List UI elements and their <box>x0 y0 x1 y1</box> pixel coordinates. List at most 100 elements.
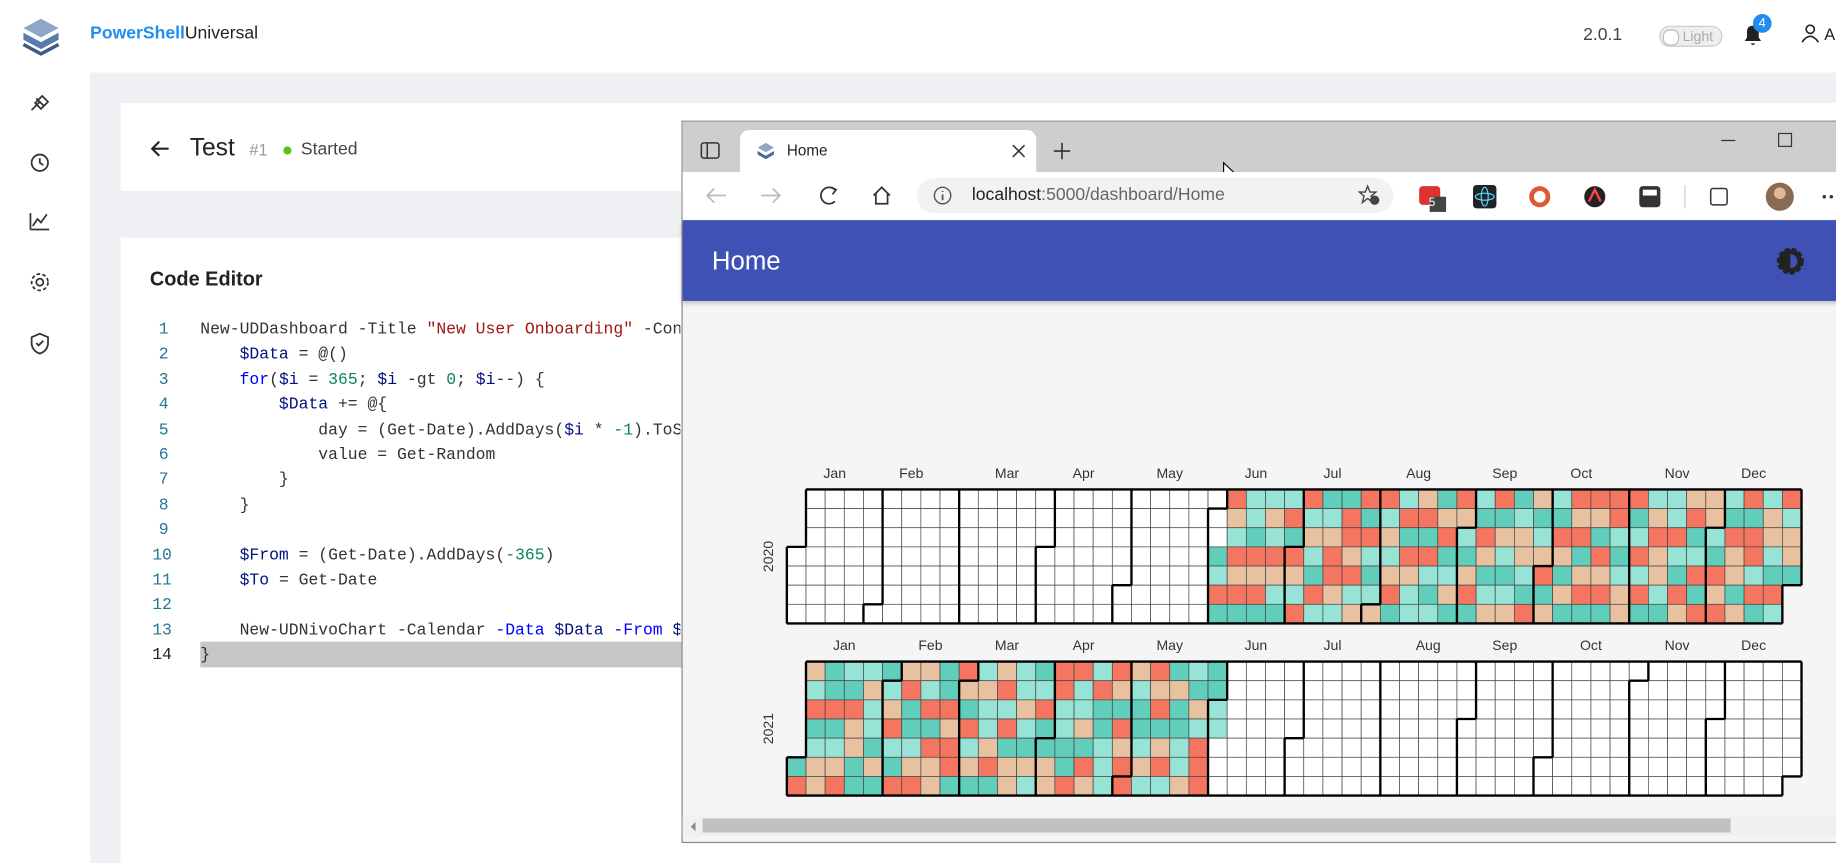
day-cell <box>1092 527 1113 548</box>
day-cell <box>1303 680 1324 701</box>
day-cell <box>1207 718 1228 739</box>
day-cell <box>1686 527 1707 548</box>
day-cell <box>1743 565 1764 586</box>
day-cell <box>1016 546 1037 567</box>
day-cell <box>1245 718 1266 739</box>
day-cell <box>1456 584 1477 605</box>
day-cell <box>1035 680 1056 701</box>
day-cell <box>1188 737 1209 758</box>
day-cell <box>1054 584 1075 605</box>
day-cell <box>1456 680 1477 701</box>
day-cell <box>1188 718 1209 739</box>
day-cell <box>1360 680 1381 701</box>
day-cell <box>1456 776 1477 796</box>
active-tab[interactable] <box>740 129 1037 173</box>
sidebar-icons[interactable] <box>26 89 56 370</box>
day-cell <box>939 756 960 777</box>
brand[interactable]: PowerShellUniversal <box>90 23 258 43</box>
day-cell <box>1724 661 1745 682</box>
day-cell <box>1322 718 1343 739</box>
site-info[interactable] <box>932 185 953 206</box>
window-controls[interactable] <box>1719 131 1801 150</box>
day-cell <box>1092 508 1113 529</box>
day-cell <box>1533 756 1553 777</box>
day-cell <box>1379 489 1400 509</box>
day-cell <box>824 756 845 777</box>
day-cell <box>977 584 998 605</box>
day-cell <box>1475 718 1496 739</box>
day-cell <box>1322 508 1343 529</box>
day-cell <box>1724 680 1745 701</box>
month-label: Mar <box>995 465 1020 481</box>
day-cell <box>1188 776 1209 796</box>
day-cell <box>1035 737 1056 758</box>
day-cell <box>1245 565 1266 586</box>
day-cell <box>1131 737 1151 758</box>
day-cell <box>1207 584 1228 605</box>
favorite-button[interactable] <box>1357 184 1383 207</box>
code-line: } <box>200 646 211 666</box>
day-cell <box>863 565 883 586</box>
day-cell <box>1475 584 1496 605</box>
user-icon[interactable] <box>1801 23 1820 44</box>
user-name[interactable]: A <box>1824 24 1836 44</box>
day-cell <box>1743 527 1764 548</box>
day-cell <box>1284 546 1305 567</box>
day-cell <box>1322 737 1343 758</box>
day-cell <box>1399 489 1419 509</box>
scroll-left[interactable] <box>687 820 699 834</box>
day-cell <box>1322 661 1343 682</box>
day-cell <box>1073 565 1094 586</box>
day-cell <box>958 546 979 567</box>
day-cell <box>1169 756 1190 777</box>
calendar-chart: Jan Feb Mar Apr May Jun Jul Aug Sep Oct Nov Dec 2020… <box>760 465 1803 797</box>
day-cell <box>1571 603 1592 624</box>
day-cell <box>1456 527 1477 548</box>
extensions[interactable] <box>1414 180 1836 215</box>
day-cell <box>1341 508 1362 529</box>
tab-favicon <box>757 142 774 160</box>
day-cell <box>1648 718 1668 739</box>
day-cell <box>805 661 826 682</box>
new-tab[interactable] <box>1053 142 1072 161</box>
day-cell <box>1705 508 1726 529</box>
day-cell <box>1399 584 1419 605</box>
day-cell <box>1590 776 1611 796</box>
theme-button[interactable] <box>1775 246 1805 276</box>
day-cell <box>1513 603 1534 624</box>
day-cell <box>1494 661 1515 682</box>
day-cell <box>997 680 1017 701</box>
day-cell <box>1092 737 1113 758</box>
day-cell <box>1437 489 1458 509</box>
scrollbar-thumb[interactable] <box>702 818 1731 833</box>
day-cell <box>1379 737 1400 758</box>
day-cell <box>1016 661 1037 682</box>
back-button[interactable] <box>149 137 172 160</box>
day-cell <box>1705 489 1726 509</box>
code-line: day = (Get-Date).AddDays($i * -1).ToSt <box>200 421 680 440</box>
day-cell <box>1494 565 1515 586</box>
day-cell <box>1303 527 1324 548</box>
nav-buttons[interactable] <box>703 181 902 211</box>
sidebar <box>0 72 91 863</box>
day-cell <box>1705 776 1726 796</box>
day-cell <box>1303 508 1324 529</box>
day-cell <box>901 489 922 509</box>
day-cell <box>863 603 883 624</box>
day-cell <box>1590 508 1611 529</box>
day-cell <box>1552 584 1573 605</box>
address-bar[interactable] <box>916 177 1394 214</box>
month-borders <box>785 660 1803 797</box>
day-cell <box>977 565 998 586</box>
day-cell <box>1667 489 1688 509</box>
day-cell <box>1131 489 1151 509</box>
day-cell <box>1169 565 1190 586</box>
day-cell <box>843 737 864 758</box>
day-cell <box>1667 699 1688 720</box>
tab-close[interactable] <box>1012 144 1026 158</box>
tab-actions[interactable] <box>700 141 721 162</box>
theme-toggle[interactable]: Light <box>1659 25 1723 47</box>
day-cell <box>1762 756 1783 777</box>
day-cell <box>1648 737 1668 758</box>
day-cell <box>901 584 922 605</box>
